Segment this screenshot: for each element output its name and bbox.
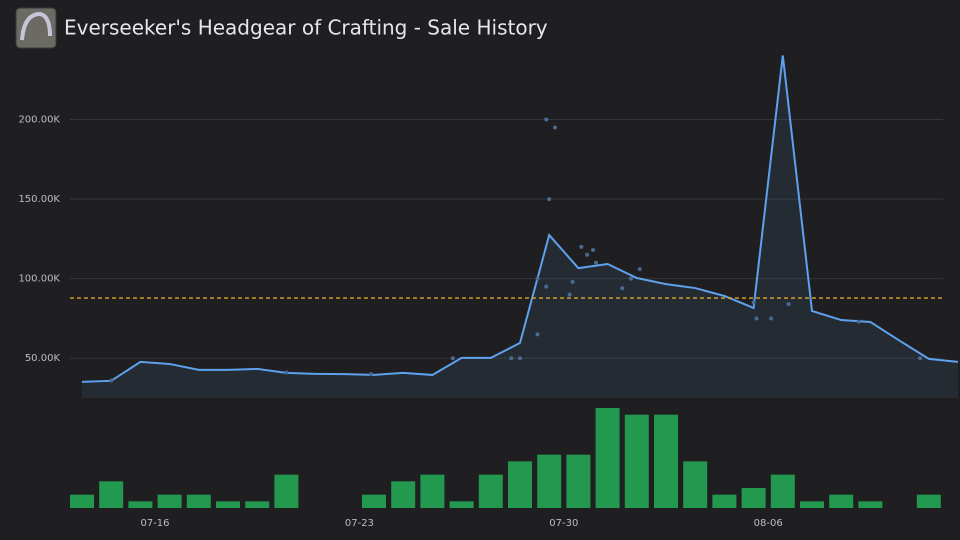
volume-bar (449, 501, 474, 508)
volume-bar (245, 501, 270, 508)
price-line (81, 55, 959, 383)
sale-dot (628, 276, 633, 281)
sale-dot (754, 316, 759, 321)
y-tick-label: 150.00K (18, 194, 60, 205)
volume-bar (186, 494, 211, 508)
sale-dot (918, 356, 923, 361)
sale-dot (369, 372, 374, 377)
sale-dot (856, 319, 861, 324)
sale-dot (769, 316, 774, 321)
volume-bar (858, 501, 883, 508)
sale-dot (579, 244, 584, 249)
volume-bar (712, 494, 737, 508)
volume-bar (128, 501, 153, 508)
x-tick-label: 07-30 (549, 518, 578, 529)
sale-dot (620, 286, 625, 291)
volume-bar (391, 481, 416, 508)
sale-dot (567, 292, 572, 297)
volume-bar (420, 474, 445, 508)
volume-bar (770, 474, 795, 508)
volume-bar (157, 494, 182, 508)
sale-dot (751, 300, 756, 305)
y-tick-label: 200.00K (18, 115, 60, 126)
volume-bar (478, 474, 503, 508)
sale-dot (553, 125, 558, 130)
volume-bar (829, 494, 854, 508)
x-tick-label: 08-06 (754, 518, 783, 529)
sale-dot (570, 279, 575, 284)
sale-dot (585, 252, 590, 257)
sale-dot (284, 370, 289, 375)
sale-dot (450, 356, 455, 361)
x-tick-label: 07-23 (345, 518, 374, 529)
sale-dot (109, 378, 114, 383)
sale-dot (637, 267, 642, 272)
volume-bar (624, 414, 649, 508)
volume-bar (654, 414, 678, 508)
volume-bar (274, 474, 299, 508)
sale-dot (591, 248, 595, 253)
price-area (82, 55, 958, 398)
volume-bar (537, 454, 562, 508)
sale-dot (544, 284, 549, 289)
volume-bar (99, 481, 124, 508)
sale-dot (544, 117, 549, 122)
chart-title: Everseeker's Headgear of Crafting - Sale… (64, 16, 548, 40)
x-tick-label: 07-16 (140, 518, 169, 529)
volume-bar (216, 501, 240, 508)
volume-bar (566, 454, 591, 508)
sale-dot (593, 260, 598, 265)
sale-dot (518, 356, 522, 361)
sale-dot (509, 356, 514, 361)
sale-dot (535, 332, 540, 337)
volume-bar (741, 488, 766, 508)
volume-bar (800, 501, 824, 508)
sale-dot (535, 276, 540, 281)
volume-bar (362, 494, 386, 508)
sale-dot (786, 302, 791, 307)
volume-bar (916, 494, 941, 508)
volume-bar (595, 408, 620, 508)
y-tick-label: 100.00K (18, 274, 60, 285)
volume-bar (70, 494, 94, 508)
item-icon-shape (20, 11, 52, 41)
y-tick-label: 50.00K (25, 353, 61, 364)
volume-bar (508, 461, 532, 508)
volume-bar (683, 461, 708, 508)
sale-dot (547, 197, 552, 202)
